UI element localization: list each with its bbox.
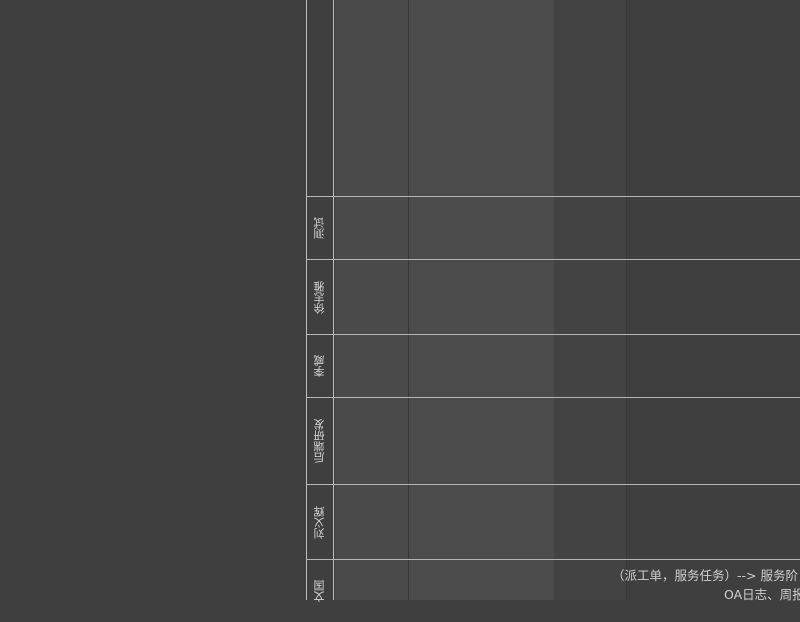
swimlane-pool[interactable]: 测试 徐志雅 李威 后端研发 刘义辉 文国 [306,0,800,602]
lane-header-liuyihui[interactable]: 刘义辉 [306,485,334,559]
lane-header-wenguo[interactable]: 文国 [306,560,334,622]
lane-label: 李威 [313,355,326,377]
lane-separator [306,334,800,335]
flow-note-text[interactable]: OA日志、周报 [724,587,800,602]
lane-separator [306,259,800,260]
lane-header-ceshi[interactable]: 测试 [306,197,334,259]
lane-header-liwei[interactable]: 李威 [306,335,334,397]
lane-label: 文国 [313,580,326,602]
lane-header-xuzhiya[interactable]: 徐志雅 [306,260,334,334]
lane-header-column [306,0,334,600]
phase-column-1 [335,0,408,600]
lane-header-backend[interactable]: 后端研发 [306,398,334,484]
column-divider [626,0,627,600]
lane-label: 后端研发 [313,419,326,463]
flow-note-text[interactable]: （派工单，服务任务）--> 服务阶 [612,568,798,583]
lane-label: 徐志雅 [313,280,326,314]
phase-column-3 [554,0,627,600]
lane-label: 测试 [313,217,326,239]
phase-column-2 [409,0,554,600]
lane-separator [306,484,800,485]
phase-column-4 [627,0,800,600]
lane-separator [306,196,800,197]
column-divider [408,0,409,600]
lane-separator [306,397,800,398]
lane-separator [306,559,800,560]
lane-label: 刘义辉 [313,505,326,539]
